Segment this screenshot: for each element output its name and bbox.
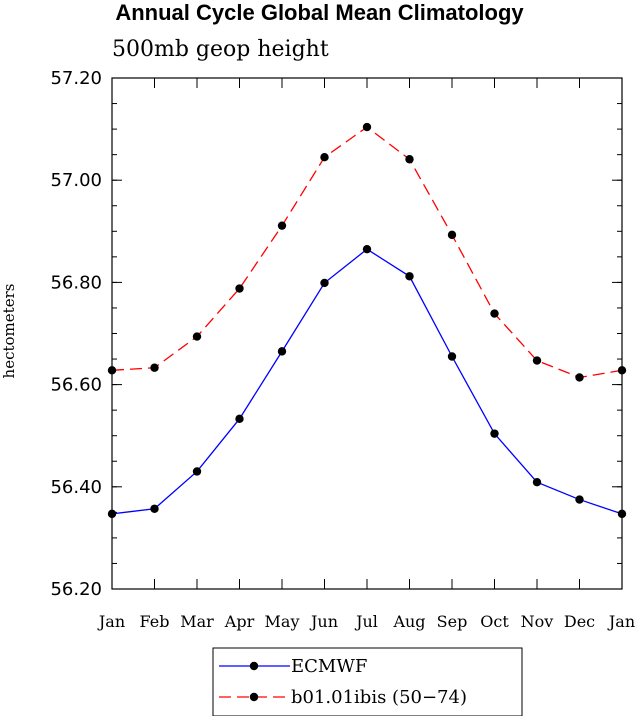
data-point-series-0 bbox=[575, 495, 584, 504]
x-tick-label: May bbox=[265, 612, 300, 631]
data-point-series-1 bbox=[532, 356, 542, 365]
x-tick-label: Dec bbox=[564, 612, 595, 631]
data-point-series-1 bbox=[362, 122, 372, 132]
data-point-series-1 bbox=[235, 284, 244, 293]
data-point-series-0 bbox=[107, 509, 117, 519]
data-point-series-1 bbox=[192, 332, 202, 341]
data-point-series-1 bbox=[320, 153, 329, 162]
data-point-series-1 bbox=[617, 366, 627, 375]
data-point-series-0 bbox=[150, 504, 159, 513]
data-point-series-1 bbox=[107, 366, 117, 375]
x-tick-label: Mar bbox=[180, 612, 214, 631]
x-tick-label: Aug bbox=[392, 612, 425, 631]
y-tick-label: 56.20 bbox=[50, 579, 102, 600]
legend-label-0: ECMWF bbox=[291, 656, 367, 677]
data-point-series-1 bbox=[447, 230, 457, 240]
plot-frame bbox=[111, 77, 623, 590]
x-tick-label: Nov bbox=[521, 612, 554, 631]
legend-box bbox=[212, 647, 523, 716]
y-tick-label: 57.20 bbox=[50, 68, 102, 89]
data-point-series-0 bbox=[235, 414, 244, 424]
data-point-series-0 bbox=[405, 272, 414, 281]
data-point-series-0 bbox=[490, 429, 499, 438]
data-point-series-1 bbox=[490, 309, 499, 318]
y-tick-label: 56.40 bbox=[50, 477, 102, 498]
data-point-series-0 bbox=[277, 347, 287, 356]
x-tick-label: Sep bbox=[437, 612, 468, 631]
data-point-series-1 bbox=[575, 373, 584, 382]
data-point-series-0 bbox=[447, 352, 457, 361]
x-tick-label: Apr bbox=[224, 612, 255, 631]
data-point-series-0 bbox=[362, 244, 372, 254]
data-point-series-1 bbox=[405, 155, 414, 164]
x-tick-label: Jan bbox=[97, 612, 125, 631]
y-tick-label: 56.60 bbox=[50, 375, 102, 396]
y-tick-label: 57.00 bbox=[50, 170, 102, 191]
data-point-series-0 bbox=[192, 467, 202, 476]
data-point-series-0 bbox=[532, 478, 542, 487]
x-tick-label: Jun bbox=[309, 612, 338, 631]
legend-marker-1 bbox=[249, 692, 259, 702]
data-point-series-1 bbox=[277, 221, 287, 230]
x-tick-label: Oct bbox=[480, 612, 509, 631]
legend-marker-0 bbox=[249, 661, 259, 671]
data-point-series-0 bbox=[320, 278, 329, 288]
x-tick-label: Feb bbox=[140, 612, 170, 631]
y-tick-label: 56.80 bbox=[50, 272, 102, 293]
chart-title: Annual Cycle Global Mean Climatology bbox=[115, 0, 524, 25]
x-tick-label: Jul bbox=[354, 612, 378, 631]
series-line-0 bbox=[111, 248, 623, 515]
data-point-series-0 bbox=[617, 509, 627, 519]
chart-subtitle: 500mb geop height bbox=[112, 37, 329, 62]
legend-label-1: b01.01ibis (50−74) bbox=[291, 687, 467, 708]
x-tick-label: Jan bbox=[607, 612, 635, 631]
data-point-series-1 bbox=[150, 363, 159, 372]
